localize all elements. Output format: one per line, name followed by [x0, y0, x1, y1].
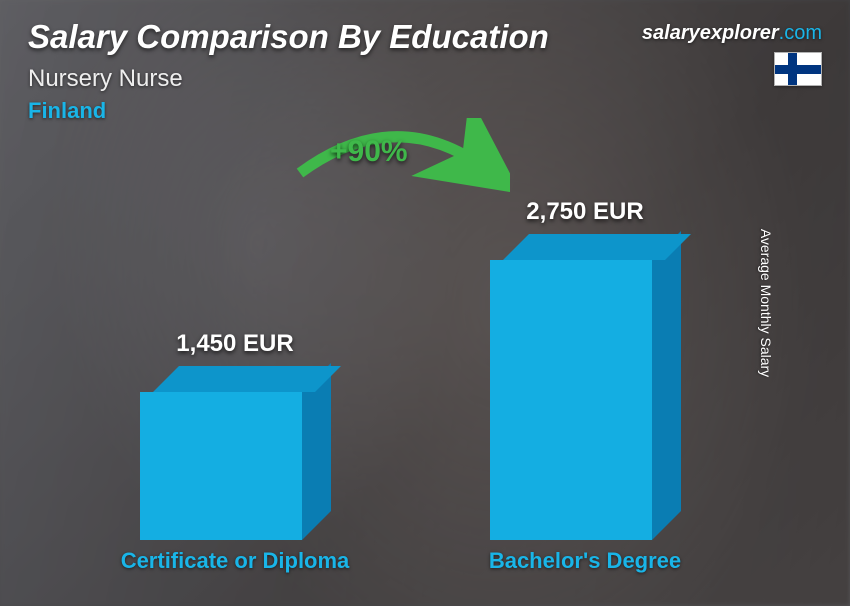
chart-title: Salary Comparison By Education: [28, 18, 549, 56]
bar-side: [652, 232, 681, 541]
bar-label: Bachelor's Degree: [414, 548, 756, 574]
finland-flag-icon: [774, 52, 822, 86]
country-label: Finland: [28, 98, 106, 124]
bar-group: 1,450 EURCertificate or Diploma: [140, 392, 330, 540]
bar: [490, 260, 680, 540]
chart-subtitle: Nursery Nurse: [28, 65, 183, 93]
brand-main: salaryexplorer: [642, 22, 779, 44]
brand-watermark: salaryexplorer.com: [642, 22, 822, 45]
bar-label: Certificate or Diploma: [64, 548, 406, 574]
bar-top: [503, 234, 691, 260]
increase-badge: +90%: [330, 135, 408, 169]
content: Salary Comparison By Education Nursery N…: [0, 0, 850, 606]
bar-value: 1,450 EUR: [45, 330, 425, 358]
bar: [140, 392, 330, 540]
brand-suffix: .com: [779, 22, 822, 44]
bar-front: [140, 392, 302, 540]
bar-front: [490, 260, 652, 540]
bar-group: 2,750 EURBachelor's Degree: [490, 260, 680, 540]
bar-top: [153, 366, 341, 392]
